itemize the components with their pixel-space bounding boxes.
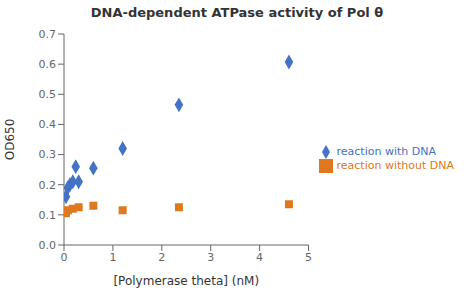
svg-text:1: 1 — [109, 251, 116, 264]
svg-text:OD650: OD650 — [8, 119, 17, 161]
svg-text:0.4: 0.4 — [39, 118, 57, 131]
svg-text:0.0: 0.0 — [39, 239, 57, 252]
svg-text:4: 4 — [256, 251, 263, 264]
html-text:reaction with DNA: reaction with DNA — [336, 144, 436, 158]
svg-text:5: 5 — [305, 251, 312, 264]
svg-text:0.3: 0.3 — [39, 148, 57, 161]
svg-text:2: 2 — [158, 251, 165, 264]
svg-text:0.2: 0.2 — [39, 179, 57, 192]
svg-text:3: 3 — [207, 251, 214, 264]
html-text:DNA-dependent ATPase activity: DNA-dependent ATPase activity of Pol θ — [90, 5, 384, 20]
html-text:reaction without DNA: reaction without DNA — [336, 158, 454, 172]
svg-text:0.6: 0.6 — [39, 58, 57, 71]
svg-text:0: 0 — [61, 251, 68, 264]
svg-text:0.1: 0.1 — [39, 209, 57, 222]
svg-text:0.7: 0.7 — [39, 28, 57, 41]
svg-text:[Polymerase theta] (nM): [Polymerase theta] (nM) — [113, 274, 259, 288]
svg-text:0.5: 0.5 — [39, 88, 57, 101]
